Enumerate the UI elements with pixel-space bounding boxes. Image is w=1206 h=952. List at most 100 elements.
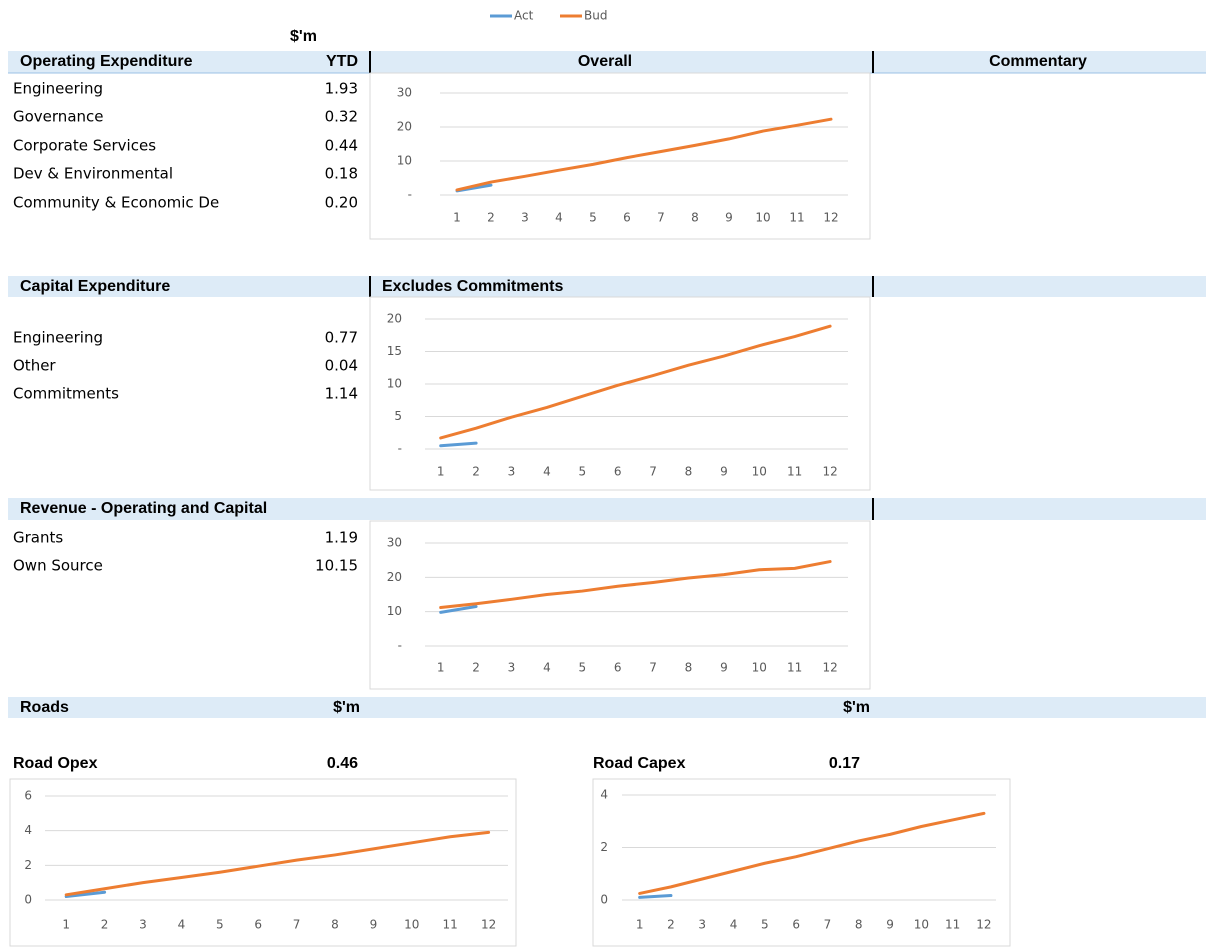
x-tick-label: 11 [789,211,804,225]
x-tick-label: 10 [914,918,929,932]
x-tick-label: 2 [487,211,495,225]
x-tick-label: 12 [822,465,837,479]
x-tick-label: 12 [822,661,837,675]
x-tick-label: 9 [725,211,733,225]
y-tick-label: 0 [600,893,608,907]
legend-label: Act [514,9,534,23]
row-value: 1.19 [325,529,358,547]
x-tick-label: 4 [543,465,551,479]
chart-area [369,72,871,240]
series-line [439,605,478,614]
y-tick-label: 4 [24,823,32,837]
x-tick-label: 12 [976,918,991,932]
x-tick-label: 1 [453,211,461,225]
row-label: Community & Economic De [13,194,219,212]
y-tick-label: 10 [397,154,412,168]
y-tick-label: 2 [600,840,608,854]
series-line [638,894,673,899]
row-value: 0.77 [325,329,358,347]
x-tick-label: 3 [508,661,516,675]
road-value: 0.17 [829,755,860,772]
column-header: YTD [326,53,358,70]
chart-area [592,778,1011,947]
chart-area [369,296,871,491]
row-label: Other [13,357,56,375]
header-band [8,51,1206,73]
x-tick-label: 9 [720,661,728,675]
x-tick-label: 11 [443,918,458,932]
x-tick-label: 8 [331,918,339,932]
x-tick-label: 11 [945,918,960,932]
units: $'m [843,699,870,716]
y-tick-label: 4 [600,788,608,802]
y-tick-label: 20 [397,120,412,134]
y-tick-label: 5 [394,409,402,423]
x-tick-label: 5 [761,918,769,932]
x-tick-label: 8 [691,211,699,225]
x-tick-label: 11 [787,661,802,675]
y-tick-label: - [408,188,412,202]
x-tick-label: 1 [636,918,644,932]
section-title: Operating Expenditure [20,53,193,70]
section-title: Roads [20,699,69,716]
x-tick-label: 7 [657,211,665,225]
chart-title: Excludes Commitments [382,278,563,295]
x-tick-label: 12 [481,918,496,932]
y-tick-label: 30 [397,86,412,100]
series-line [439,441,478,448]
x-tick-label: 8 [685,661,693,675]
x-tick-label: 8 [855,918,863,932]
x-tick-label: 2 [667,918,675,932]
legend-label: Bud [584,9,607,23]
x-tick-label: 9 [720,465,728,479]
x-tick-label: 7 [649,465,657,479]
x-tick-label: 9 [370,918,378,932]
units: $'m [333,699,360,716]
x-tick-label: 7 [824,918,832,932]
section-title: Revenue - Operating and Capital [20,500,267,517]
x-tick-label: 12 [823,211,838,225]
road-title: Road Opex [13,755,98,772]
row-label: Corporate Services [13,137,156,155]
x-tick-label: 10 [404,918,419,932]
y-tick-label: 20 [387,570,402,584]
x-tick-label: 4 [178,918,186,932]
x-tick-label: 5 [578,661,586,675]
road-title: Road Capex [593,755,686,772]
x-tick-label: 9 [886,918,894,932]
column-header: Commentary [989,53,1087,70]
y-tick-label: 2 [24,858,32,872]
x-tick-label: 10 [752,465,767,479]
series-line [64,890,107,899]
header-band [8,498,1206,520]
row-value: 1.14 [325,385,358,403]
series-line [455,117,833,192]
y-tick-label: 30 [387,536,402,550]
x-tick-label: 4 [730,918,738,932]
x-tick-label: 8 [685,465,693,479]
row-label: Grants [13,529,63,547]
x-tick-label: 3 [508,465,516,479]
row-label: Commitments [13,385,119,403]
x-tick-label: 6 [792,918,800,932]
x-tick-label: 2 [472,465,480,479]
x-tick-label: 6 [614,465,622,479]
chart-area [9,778,517,947]
row-label: Engineering [13,329,103,347]
x-tick-label: 4 [543,661,551,675]
row-label: Dev & Environmental [13,165,173,183]
x-tick-label: 6 [614,661,622,675]
header-band [8,276,1206,297]
row-value: 0.44 [325,137,358,155]
y-tick-label: - [398,442,402,456]
row-value: 1.93 [325,80,358,98]
x-tick-label: 7 [649,661,657,675]
x-tick-label: 11 [787,465,802,479]
x-tick-label: 3 [139,918,147,932]
y-tick-label: - [398,639,402,653]
y-tick-label: 10 [387,604,402,618]
series-line [439,324,832,440]
x-tick-label: 10 [755,211,770,225]
